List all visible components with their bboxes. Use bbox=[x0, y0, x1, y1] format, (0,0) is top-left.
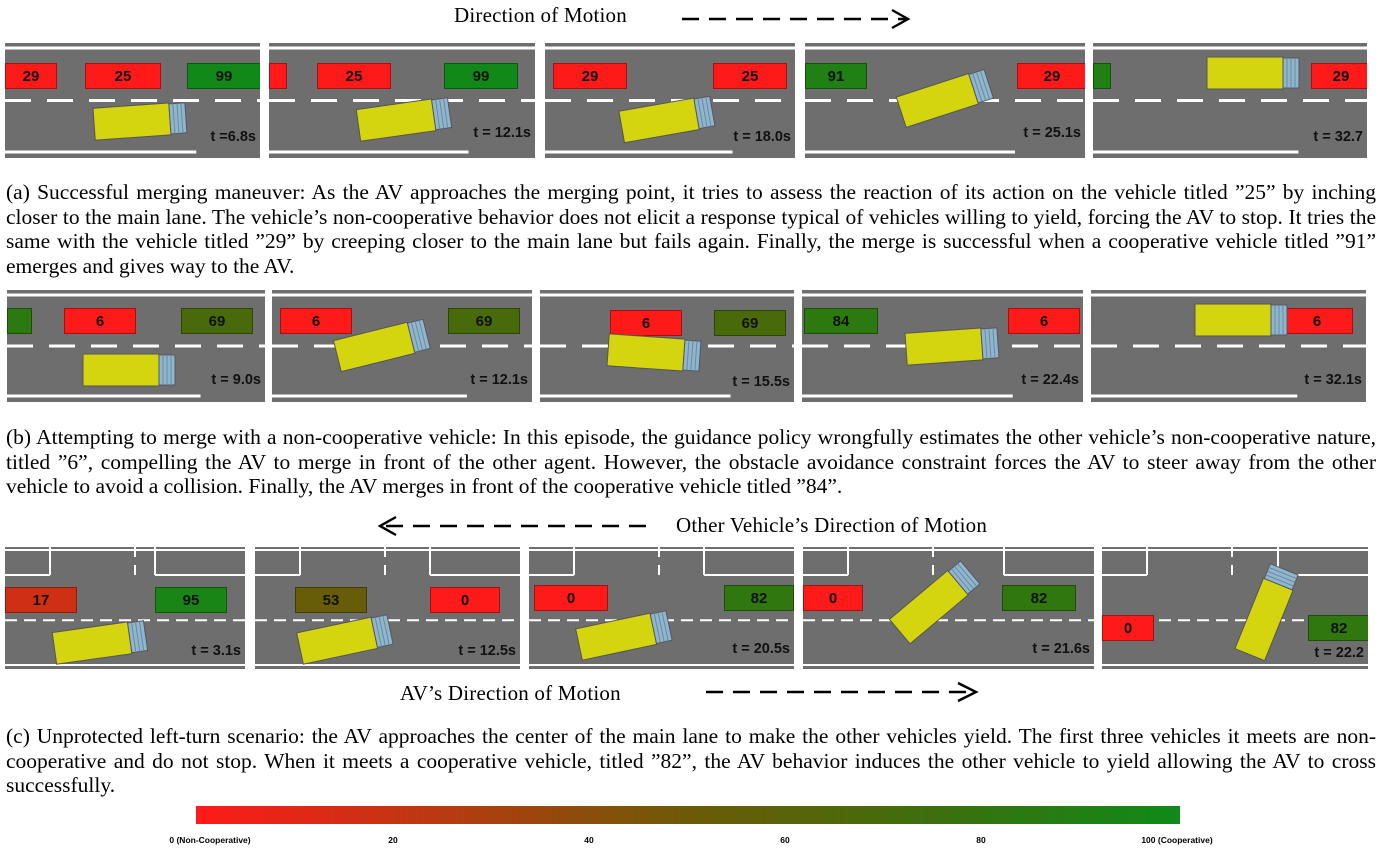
frame-b-2: 6 69 t = 12.1s bbox=[272, 290, 532, 402]
vehicle-box: 6 bbox=[64, 308, 136, 334]
timestamp-label: t = 18.0s bbox=[733, 129, 791, 145]
vehicle-box bbox=[269, 63, 287, 89]
timestamp-label: t = 22.2 bbox=[1314, 645, 1364, 661]
vehicle-box: 29 bbox=[553, 63, 627, 89]
vehicle-box: 0 bbox=[534, 585, 608, 611]
caption-c: (c) Unprotected left-turn scenario: the … bbox=[6, 724, 1376, 797]
av-truck-icon bbox=[89, 101, 191, 142]
timestamp-label: t = 15.5s bbox=[732, 374, 790, 390]
av-truck-icon bbox=[1191, 303, 1291, 337]
frame-c-2: 53 0 t = 12.5s bbox=[255, 547, 520, 669]
vehicle-box: 82 bbox=[1308, 615, 1368, 641]
timestamp-label: t = 9.0s bbox=[211, 372, 261, 388]
av-truck-icon bbox=[572, 608, 677, 662]
vehicle-box: 17 bbox=[5, 587, 77, 613]
vehicle-box: 0 bbox=[1102, 615, 1154, 641]
heading-other-vehicle-direction: Other Vehicle’s Direction of Motion bbox=[676, 513, 988, 537]
vehicle-box: 82 bbox=[1002, 585, 1076, 611]
vehicle-box: 29 bbox=[5, 63, 57, 89]
panel-row-a: 29 25 99 t =6.8s 25 99 t = 12.1s 29 25 t = 1… bbox=[0, 43, 1380, 158]
av-truck-icon bbox=[901, 326, 1003, 367]
timestamp-label: t = 12.1s bbox=[473, 125, 531, 141]
av-truck-icon bbox=[615, 94, 719, 145]
vehicle-box: 82 bbox=[724, 585, 794, 611]
av-truck-icon bbox=[48, 618, 152, 666]
frame-a-3: 29 25 t = 18.0s bbox=[545, 43, 795, 158]
av-truck-icon bbox=[1233, 559, 1302, 664]
vehicle-box: 0 bbox=[430, 587, 500, 613]
frame-b-4: 84 6 t = 22.4s bbox=[802, 290, 1083, 402]
frame-b-1: 6 69 t = 9.0s bbox=[7, 290, 265, 402]
arrow-right-icon bbox=[706, 681, 979, 703]
timestamp-label: t = 22.4s bbox=[1021, 372, 1079, 388]
vehicle-box: 69 bbox=[714, 310, 786, 336]
vehicle-box: 6 bbox=[610, 310, 682, 336]
vehicle-box: 53 bbox=[295, 587, 367, 613]
timestamp-label: t = 32.7 bbox=[1313, 129, 1363, 145]
vehicle-box: 29 bbox=[1311, 63, 1367, 89]
frame-b-5: 6 t = 32.1s bbox=[1091, 290, 1366, 402]
vehicle-box: 69 bbox=[448, 308, 520, 334]
vehicle-box: 25 bbox=[85, 63, 161, 89]
arrow-right-icon bbox=[682, 8, 911, 30]
arrow-left-icon bbox=[377, 515, 656, 537]
vehicle-box: 99 bbox=[187, 63, 260, 89]
timestamp-label: t = 25.1s bbox=[1023, 125, 1081, 141]
timestamp-label: t =6.8s bbox=[210, 129, 256, 145]
heading-direction-of-motion: Direction of Motion bbox=[454, 3, 627, 27]
vehicle-box: 0 bbox=[803, 585, 863, 611]
timestamp-label: t = 12.1s bbox=[470, 372, 528, 388]
av-truck-icon bbox=[892, 66, 998, 129]
vehicle-box: 91 bbox=[805, 63, 867, 89]
heading-av-direction: AV’s Direction of Motion bbox=[400, 681, 621, 705]
frame-c-4: 0 82 t = 21.6s bbox=[803, 547, 1094, 669]
av-truck-icon bbox=[886, 557, 984, 647]
vehicle-box: 99 bbox=[444, 63, 518, 89]
frame-a-2: 25 99 t = 12.1s bbox=[269, 43, 535, 158]
colorbar-tick: 60 bbox=[780, 835, 790, 845]
vehicle-box bbox=[7, 308, 32, 334]
vehicle-box: 25 bbox=[317, 63, 391, 89]
vehicle-box: 95 bbox=[155, 587, 227, 613]
colorbar-tick: 100 (Cooperative) bbox=[1141, 835, 1213, 845]
timestamp-label: t = 12.5s bbox=[458, 643, 516, 659]
cooperation-colorbar bbox=[196, 806, 1180, 824]
frame-c-1: 17 95 t = 3.1s bbox=[5, 547, 245, 669]
frame-a-5: 29 t = 32.7 bbox=[1093, 43, 1367, 158]
vehicle-box: 29 bbox=[1017, 63, 1085, 89]
av-truck-icon bbox=[329, 316, 434, 373]
vehicle-box: 25 bbox=[713, 63, 787, 89]
vehicle-box bbox=[1093, 63, 1111, 89]
caption-a: (a) Successful merging maneuver: As the … bbox=[6, 180, 1376, 278]
frame-a-1: 29 25 99 t =6.8s bbox=[5, 43, 260, 158]
panel-row-c: 17 95 t = 3.1s 53 0 t = 12.5s bbox=[0, 547, 1380, 669]
colorbar-tick: 0 (Non-Cooperative) bbox=[169, 835, 251, 845]
vehicle-box: 6 bbox=[1008, 308, 1080, 334]
vehicle-box: 84 bbox=[804, 308, 878, 334]
timestamp-label: t = 3.1s bbox=[191, 643, 241, 659]
vehicle-box: 6 bbox=[280, 308, 352, 334]
timestamp-label: t = 21.6s bbox=[1032, 641, 1090, 657]
vehicle-box: 69 bbox=[181, 308, 253, 334]
colorbar-tick: 20 bbox=[388, 835, 398, 845]
av-truck-icon bbox=[293, 612, 398, 666]
av-truck-icon bbox=[79, 353, 179, 387]
panel-row-b: 6 69 t = 9.0s 6 69 t = 12.1s 6 69 t = 15.5s… bbox=[0, 290, 1380, 402]
vehicle-box: 6 bbox=[1281, 308, 1353, 334]
frame-c-3: 0 82 t = 20.5s bbox=[529, 547, 794, 669]
av-truck-icon bbox=[1203, 56, 1303, 90]
colorbar-tick: 80 bbox=[976, 835, 986, 845]
frame-b-3: 6 69 t = 15.5s bbox=[540, 290, 794, 402]
timestamp-label: t = 32.1s bbox=[1304, 372, 1362, 388]
av-truck-icon bbox=[603, 333, 705, 374]
caption-b: (b) Attempting to merge with a non-coope… bbox=[6, 425, 1376, 498]
frame-a-4: 91 29 t = 25.1s bbox=[805, 43, 1085, 158]
frame-c-5: 0 82 t = 22.2 bbox=[1102, 547, 1368, 669]
av-truck-icon bbox=[352, 95, 456, 143]
timestamp-label: t = 20.5s bbox=[732, 641, 790, 657]
colorbar-tick: 40 bbox=[584, 835, 594, 845]
